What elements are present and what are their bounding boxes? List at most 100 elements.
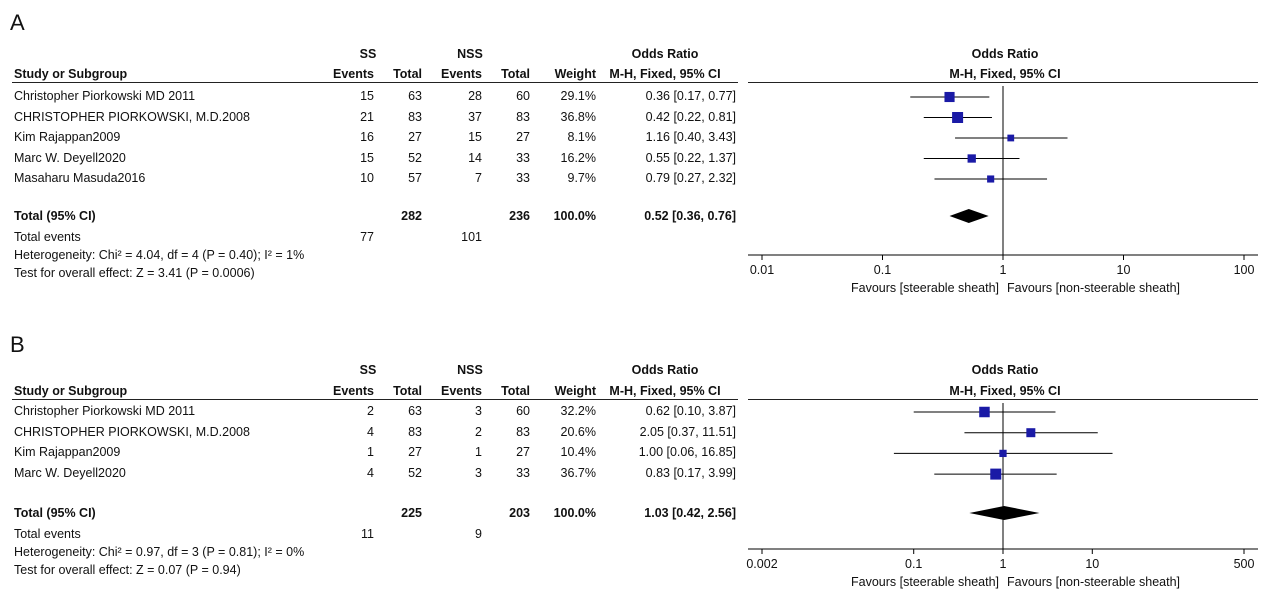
total-n-nss: 203 [509, 506, 530, 520]
study-point-marker [952, 112, 964, 123]
panel-label-b: B [10, 332, 25, 357]
col-header-events-nss: Events [441, 67, 482, 81]
study-name: Marc W. Deyell2020 [14, 150, 126, 165]
summary-diamond [949, 209, 989, 223]
total-nss: 83 [516, 109, 530, 124]
x-axis-tick-label: 10 [1117, 263, 1131, 277]
total-events-label: Total events [14, 527, 81, 541]
events-nss: 7 [475, 171, 482, 185]
total-nss: 60 [516, 89, 530, 103]
col-header-odds-ratio: Odds Ratio [631, 47, 699, 61]
events-nss: 28 [468, 89, 482, 103]
col-header-total-nss: Total [501, 384, 530, 398]
events-nss: 14 [468, 150, 482, 165]
weight: 10.4% [560, 445, 596, 460]
events-ss: 4 [367, 424, 374, 439]
favours-left-label: Favours [steerable sheath] [851, 575, 999, 589]
study-name: CHRISTOPHER PIORKOWSKI, M.D.2008 [14, 424, 250, 439]
total-label: Total (95% CI) [14, 506, 96, 520]
total-nss: 33 [516, 466, 530, 481]
events-ss: 10 [360, 171, 374, 185]
x-axis-tick-label: 500 [1234, 557, 1255, 571]
total-nss: 27 [516, 445, 530, 460]
total-ss: 63 [408, 404, 422, 418]
study-point-marker [990, 468, 1002, 480]
x-axis-tick-label: 0.1 [874, 263, 891, 277]
x-axis-tick-label: 0.1 [905, 557, 922, 571]
plot-header-mh-ci: M-H, Fixed, 95% CI [949, 67, 1061, 81]
weight: 29.1% [560, 89, 596, 103]
total-nss: 33 [516, 150, 530, 165]
events-ss: 4 [367, 466, 374, 481]
total-odds-ratio-ci: 0.52 [0.36, 0.76] [644, 209, 736, 223]
total-events-ss: 77 [360, 230, 374, 244]
total-events-label: Total events [14, 230, 81, 244]
plot-header-odds-ratio: Odds Ratio [971, 363, 1039, 377]
col-header-mh-ci: M-H, Fixed, 95% CI [609, 67, 721, 81]
events-ss: 2 [367, 404, 374, 418]
group-header-ss: SS [359, 47, 377, 61]
events-ss: 16 [360, 130, 374, 144]
header-rule-plot [748, 82, 1258, 83]
study-name: Christopher Piorkowski MD 2011 [14, 404, 196, 418]
total-events-nss: 101 [461, 230, 482, 244]
weight: 8.1% [567, 130, 597, 144]
header-rule-table [12, 82, 738, 83]
weight: 9.7% [567, 171, 597, 185]
study-point-marker [987, 175, 995, 183]
total-n-nss: 236 [509, 209, 530, 223]
odds-ratio-ci: 0.79 [0.27, 2.32] [645, 171, 736, 185]
total-nss: 83 [516, 424, 530, 439]
plot-header-odds-ratio: Odds Ratio [971, 47, 1039, 61]
col-header-events-ss: Events [333, 384, 374, 398]
study-name: CHRISTOPHER PIORKOWSKI, M.D.2008 [14, 109, 250, 124]
plot-header-mh-ci: M-H, Fixed, 95% CI [949, 384, 1061, 398]
x-axis-tick-label: 10 [1085, 557, 1099, 571]
events-nss: 1 [475, 445, 482, 460]
total-n-ss: 225 [401, 506, 422, 520]
x-axis-tick-label: 0.002 [746, 557, 777, 571]
odds-ratio-ci: 2.05 [0.37, 11.51] [639, 424, 736, 439]
events-ss: 1 [367, 445, 374, 460]
total-label: Total (95% CI) [14, 209, 96, 223]
study-point-marker [999, 449, 1007, 458]
study-name: Kim Rajappan2009 [14, 130, 121, 144]
weight: 16.2% [560, 150, 596, 165]
col-header-study: Study or Subgroup [14, 384, 128, 398]
study-name: Marc W. Deyell2020 [14, 466, 126, 481]
col-header-total-ss: Total [393, 384, 422, 398]
total-ss: 52 [408, 150, 422, 165]
study-name: Masaharu Masuda2016 [14, 171, 146, 185]
x-axis-tick-label: 1 [1000, 263, 1007, 277]
group-header-ss: SS [359, 363, 377, 377]
events-nss: 2 [475, 424, 482, 439]
col-header-weight: Weight [554, 384, 596, 398]
total-ss: 83 [408, 424, 422, 439]
favours-right-label: Favours [non-steerable sheath] [1007, 281, 1180, 295]
favours-left-label: Favours [steerable sheath] [851, 281, 999, 295]
x-axis-tick-label: 1 [1000, 557, 1007, 571]
group-header-nss: NSS [457, 47, 483, 61]
odds-ratio-ci: 1.00 [0.06, 16.85] [638, 445, 736, 460]
events-ss: 21 [360, 109, 374, 124]
forest-plot-svg: 0.002 0.1 1 10 500 Favours [steerable sheath]… [746, 403, 1258, 589]
total-ss: 83 [408, 109, 422, 124]
col-header-events-ss: Events [333, 67, 374, 81]
total-weight: 100.0% [553, 506, 596, 520]
weight: 36.8% [560, 109, 596, 124]
total-nss: 60 [516, 404, 530, 418]
x-axis-tick-label: 100 [1234, 263, 1255, 277]
x-axis-tick-label: 0.01 [750, 263, 774, 277]
forest-plot-panel-b: B SS NSS Odds Ratio Odds Ratio Study or Subg… [0, 322, 1280, 611]
col-header-events-nss: Events [441, 384, 482, 398]
weight: 32.2% [560, 404, 596, 418]
heterogeneity-text: Heterogeneity: Chi² = 4.04, df = 4 (P = … [14, 248, 305, 262]
odds-ratio-ci: 0.42 [0.22, 0.81] [645, 109, 736, 124]
overall-effect-text: Test for overall effect: Z = 0.07 (P = 0… [14, 563, 241, 577]
odds-ratio-ci: 0.83 [0.17, 3.99] [645, 466, 736, 481]
study-name: Kim Rajappan2009 [14, 445, 121, 460]
total-events-ss: 11 [361, 527, 374, 541]
total-ss: 27 [408, 445, 422, 460]
weight: 36.7% [560, 466, 596, 481]
overall-effect-text: Test for overall effect: Z = 3.41 (P = 0… [14, 266, 255, 280]
